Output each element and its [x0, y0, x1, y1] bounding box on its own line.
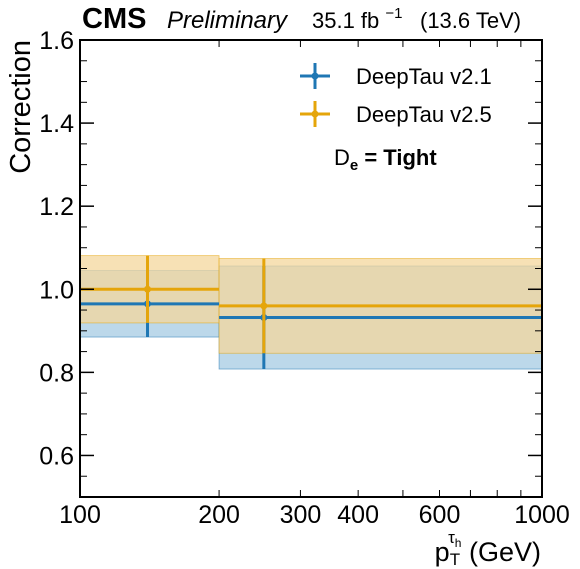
x-axis-title-sup-sub: h: [455, 536, 462, 550]
legend-marker-v21: [300, 63, 330, 89]
x-axis-title-main: p: [435, 537, 450, 567]
legend: DeepTau v2.1 DeepTau v2.5: [300, 63, 492, 127]
ytick-label-3: 1.2: [39, 193, 74, 221]
annotation-rest: = Tight: [358, 145, 437, 170]
legend-label-v21: DeepTau v2.1: [356, 64, 492, 89]
axis-tick-labels: 0.6 0.8 1.0 1.2 1.4 1.6 100 200 300 400 600 1000: [39, 27, 570, 529]
y-axis-title: Correction: [5, 40, 37, 174]
preliminary-label: Preliminary: [167, 7, 289, 34]
annotation-main: D: [334, 145, 350, 170]
energy-label: (13.6 TeV): [420, 8, 521, 33]
chart-header: CMS Preliminary 35.1 fb −1 (13.6 TeV): [82, 3, 521, 35]
point-s1-b1: [260, 302, 268, 310]
xtick-label-3: 400: [337, 501, 379, 529]
annotation-sub: e: [350, 157, 358, 174]
ytick-label-4: 1.4: [39, 110, 74, 138]
xtick-label-1: 200: [198, 501, 240, 529]
ytick-label-1: 0.8: [39, 359, 74, 387]
lumi-exponent: −1: [385, 5, 402, 22]
x-axis-title-sub: T: [450, 550, 460, 569]
xtick-label-2: 300: [280, 501, 322, 529]
cms-label: CMS: [82, 3, 146, 35]
xtick-label-0: 100: [59, 501, 101, 529]
ytick-label-5: 1.6: [39, 27, 74, 55]
xtick-label-4: 600: [419, 501, 461, 529]
lumi-value: 35.1 fb: [312, 8, 379, 33]
uncertainty-bands: [79, 255, 543, 370]
data-markers: [80, 255, 542, 370]
x-axis-title-sup: τ: [448, 528, 455, 547]
ytick-label-0: 0.6: [39, 442, 74, 470]
ytick-label-2: 1.0: [39, 276, 74, 304]
x-axis-title-unit: (GeV): [461, 537, 541, 567]
lumi-label: 35.1 fb −1: [312, 5, 403, 33]
axis-ticks: [79, 39, 543, 498]
xtick-label-5: 1000: [514, 501, 570, 529]
point-s1-b0: [144, 285, 152, 293]
legend-marker-v25: [300, 101, 330, 127]
x-axis-title: pTτh (GeV): [435, 528, 541, 569]
legend-label-v25: DeepTau v2.5: [356, 102, 492, 127]
working-point-annotation: De = Tight: [334, 145, 437, 174]
